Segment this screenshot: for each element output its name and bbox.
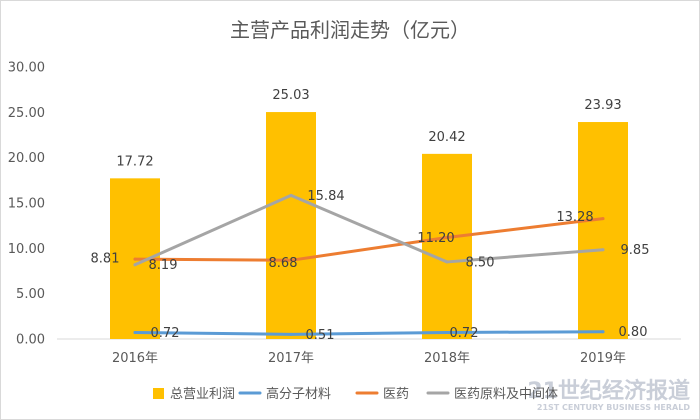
y-tick-label-6: 30.00 bbox=[8, 61, 45, 76]
line-label-2-0: 8.81 bbox=[91, 252, 120, 267]
line-point-1-1 bbox=[289, 332, 293, 336]
y-tick-label-3: 15.00 bbox=[8, 197, 45, 212]
bar-0-2 bbox=[422, 153, 472, 339]
series-line-3 bbox=[133, 193, 605, 267]
line-point-3-0 bbox=[133, 263, 137, 267]
y-tick-label-4: 20.00 bbox=[8, 151, 45, 166]
y-axis: 0.00 5.00 10.00 15.00 20.00 25.00 30.00 bbox=[8, 61, 45, 348]
line-label-2-3: 13.28 bbox=[556, 210, 593, 225]
x-tick-label-1: 2017年 bbox=[268, 351, 314, 366]
line-label-1-3: 0.80 bbox=[619, 325, 648, 340]
legend-swatch-0 bbox=[153, 388, 164, 399]
bar-label-0-3: 23.93 bbox=[584, 98, 621, 113]
legend: 总营业利润 高分子材料 医药 医药原料及中间体 bbox=[153, 386, 558, 402]
series-line-2 bbox=[133, 217, 605, 262]
line-label-1-1: 0.51 bbox=[306, 328, 335, 343]
line-label-2-2: 11.20 bbox=[417, 231, 454, 246]
line-label-1-0: 0.72 bbox=[151, 326, 180, 341]
bar-0-1 bbox=[266, 112, 316, 339]
legend-label-3: 医药原料及中间体 bbox=[454, 387, 558, 402]
chart-title: 主营产品利润走势（亿元） bbox=[230, 18, 470, 42]
line-point-2-1 bbox=[289, 258, 293, 262]
data-labels: 17.72 25.03 20.42 23.93 0.72 0.51 0.72 0.80 8.81… bbox=[91, 88, 650, 343]
line-label-3-3: 9.85 bbox=[621, 243, 650, 258]
y-tick-label-5: 25.00 bbox=[8, 106, 45, 121]
y-tick-label-2: 10.00 bbox=[8, 242, 45, 257]
series-line-1 bbox=[133, 330, 605, 336]
line-point-2-2 bbox=[445, 235, 449, 239]
y-tick-label-1: 5.00 bbox=[16, 287, 45, 302]
line-label-3-1: 15.84 bbox=[307, 189, 344, 204]
line-label-2-1: 8.68 bbox=[269, 256, 298, 271]
line-label-1-2: 0.72 bbox=[450, 326, 479, 341]
watermark: 21世纪经济报道 21ST CENTURY BUSINESS HERALD bbox=[527, 378, 690, 412]
legend-label-0: 总营业利润 bbox=[170, 387, 235, 402]
line-label-3-0: 8.19 bbox=[149, 258, 178, 273]
x-tick-label-0: 2016年 bbox=[112, 351, 158, 366]
legend-item-3: 医药原料及中间体 bbox=[426, 387, 558, 402]
x-tick-label-3: 2019年 bbox=[580, 351, 626, 366]
bar-0-3 bbox=[578, 122, 628, 339]
legend-item-2: 医药 bbox=[355, 387, 409, 402]
line-point-1-0 bbox=[133, 330, 137, 334]
watermark-logo-text: 21世纪经济报道 bbox=[527, 378, 690, 404]
bar-label-0-2: 20.42 bbox=[428, 130, 465, 145]
watermark-logo-subtext: 21ST CENTURY BUSINESS HERALD bbox=[537, 403, 690, 412]
legend-label-1: 高分子材料 bbox=[266, 386, 331, 402]
legend-item-0: 总营业利润 bbox=[153, 387, 235, 402]
y-tick-label-0: 0.00 bbox=[16, 333, 45, 348]
line-point-3-1 bbox=[289, 193, 293, 197]
line-point-1-3 bbox=[601, 330, 605, 334]
x-axis: 2016年 2017年 2018年 2019年 bbox=[57, 338, 681, 366]
legend-item-1: 高分子材料 bbox=[238, 386, 331, 402]
line-point-1-2 bbox=[445, 330, 449, 334]
line-point-2-0 bbox=[133, 257, 137, 261]
x-tick-label-2: 2018年 bbox=[424, 351, 470, 366]
line-label-3-2: 8.50 bbox=[466, 255, 495, 270]
bar-label-0-0: 17.72 bbox=[116, 154, 153, 169]
line-point-2-3 bbox=[601, 217, 605, 221]
bar-label-0-1: 25.03 bbox=[272, 88, 309, 103]
line-point-3-2 bbox=[445, 260, 449, 264]
line-point-3-3 bbox=[601, 248, 605, 252]
legend-label-2: 医药 bbox=[383, 387, 409, 402]
line-series bbox=[133, 193, 605, 336]
